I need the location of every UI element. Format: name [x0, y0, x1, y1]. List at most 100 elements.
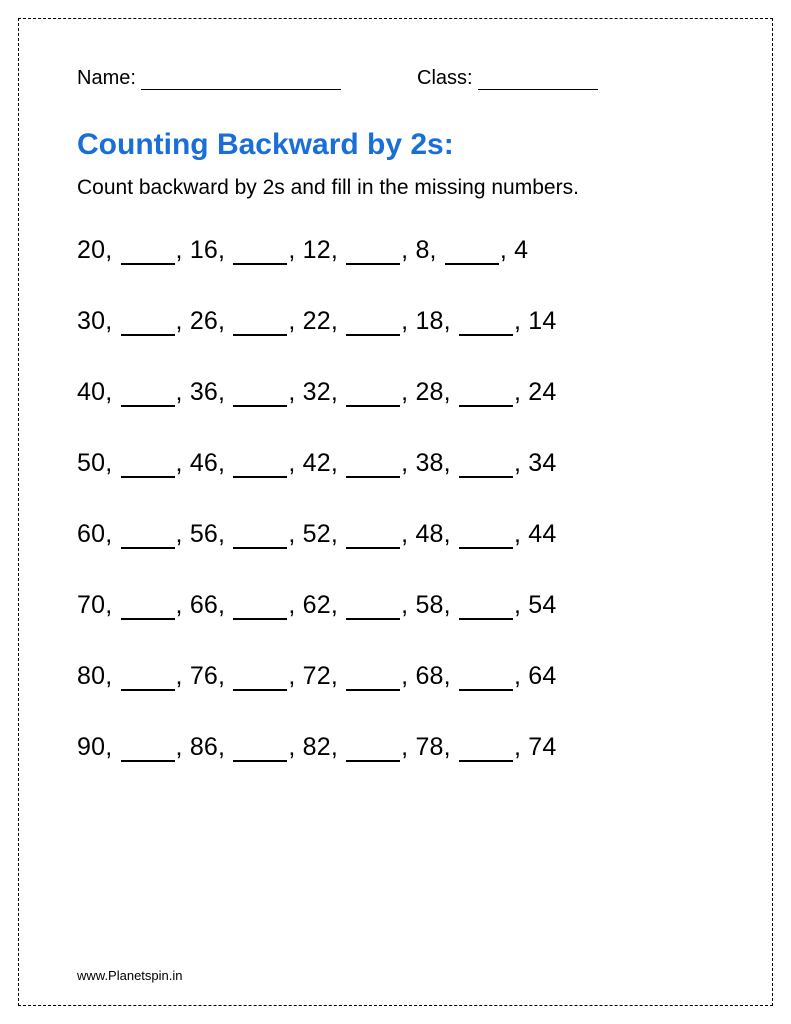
blank-input[interactable]	[121, 454, 175, 478]
blank-input[interactable]	[121, 667, 175, 691]
sequence-number: 64	[528, 662, 556, 690]
sequence-number: 14	[528, 307, 556, 335]
blank-input[interactable]	[233, 454, 287, 478]
sequence-number: 58	[415, 591, 443, 619]
blank-input[interactable]	[459, 596, 513, 620]
sequence-row: 90, , 86, , 82, , 78, , 74	[77, 733, 714, 762]
separator: ,	[401, 662, 415, 690]
blank-input[interactable]	[233, 596, 287, 620]
sequence-number: 54	[528, 591, 556, 619]
separator: ,	[176, 236, 190, 264]
sequence-number: 38	[415, 449, 443, 477]
separator: ,	[401, 449, 415, 477]
name-field: Name:	[77, 67, 341, 90]
separator: ,	[288, 591, 302, 619]
blank-input[interactable]	[459, 454, 513, 478]
separator: ,	[218, 449, 232, 477]
blank-input[interactable]	[346, 241, 400, 265]
sequence-number: 56	[190, 520, 218, 548]
sequence-number: 80	[77, 662, 105, 690]
separator: ,	[218, 236, 232, 264]
header-row: Name: Class:	[77, 67, 714, 90]
blank-input[interactable]	[121, 738, 175, 762]
blank-input[interactable]	[233, 667, 287, 691]
blank-input[interactable]	[445, 241, 499, 265]
separator: ,	[401, 591, 415, 619]
separator: ,	[514, 520, 528, 548]
sequence-row: 70, , 66, , 62, , 58, , 54	[77, 591, 714, 620]
blank-input[interactable]	[346, 525, 400, 549]
sequence-number: 30	[77, 307, 105, 335]
class-input-line[interactable]	[478, 68, 598, 90]
separator: ,	[105, 520, 119, 548]
sequence-number: 40	[77, 378, 105, 406]
blank-input[interactable]	[459, 312, 513, 336]
separator: ,	[514, 307, 528, 335]
sequence-number: 48	[415, 520, 443, 548]
sequence-number: 60	[77, 520, 105, 548]
sequence-number: 20	[77, 236, 105, 264]
separator: ,	[331, 520, 345, 548]
blank-input[interactable]	[459, 383, 513, 407]
separator: ,	[444, 449, 458, 477]
blank-input[interactable]	[459, 667, 513, 691]
blank-input[interactable]	[121, 596, 175, 620]
blank-input[interactable]	[233, 312, 287, 336]
blank-input[interactable]	[121, 241, 175, 265]
blank-input[interactable]	[346, 383, 400, 407]
blank-input[interactable]	[121, 383, 175, 407]
separator: ,	[218, 520, 232, 548]
separator: ,	[288, 307, 302, 335]
sequence-number: 4	[514, 236, 528, 264]
sequence-row: 60, , 56, , 52, , 48, , 44	[77, 520, 714, 549]
name-label: Name:	[77, 67, 136, 89]
sequence-number: 50	[77, 449, 105, 477]
blank-input[interactable]	[346, 596, 400, 620]
worksheet-frame: Name: Class: Counting Backward by 2s: Co…	[18, 18, 773, 1006]
sequence-number: 36	[190, 378, 218, 406]
separator: ,	[105, 591, 119, 619]
footer-credit: www.Planetspin.in	[77, 968, 183, 983]
sequence-number: 32	[303, 378, 331, 406]
sequence-number: 12	[303, 236, 331, 264]
separator: ,	[444, 378, 458, 406]
blank-input[interactable]	[459, 738, 513, 762]
sequence-number: 70	[77, 591, 105, 619]
blank-input[interactable]	[346, 454, 400, 478]
separator: ,	[176, 378, 190, 406]
separator: ,	[105, 449, 119, 477]
separator: ,	[401, 378, 415, 406]
blank-input[interactable]	[233, 525, 287, 549]
sequence-number: 16	[190, 236, 218, 264]
separator: ,	[514, 662, 528, 690]
sequence-rows: 20, , 16, , 12, , 8, , 430, , 26, , 22, …	[77, 236, 714, 762]
sequence-number: 46	[190, 449, 218, 477]
sequence-number: 90	[77, 733, 105, 761]
separator: ,	[288, 520, 302, 548]
name-input-line[interactable]	[141, 68, 341, 90]
blank-input[interactable]	[459, 525, 513, 549]
separator: ,	[105, 236, 119, 264]
sequence-number: 34	[528, 449, 556, 477]
sequence-row: 40, , 36, , 32, , 28, , 24	[77, 378, 714, 407]
separator: ,	[444, 591, 458, 619]
separator: ,	[514, 449, 528, 477]
blank-input[interactable]	[121, 525, 175, 549]
blank-input[interactable]	[346, 738, 400, 762]
separator: ,	[331, 733, 345, 761]
separator: ,	[331, 236, 345, 264]
separator: ,	[218, 307, 232, 335]
separator: ,	[288, 733, 302, 761]
blank-input[interactable]	[121, 312, 175, 336]
blank-input[interactable]	[346, 667, 400, 691]
blank-input[interactable]	[346, 312, 400, 336]
separator: ,	[514, 591, 528, 619]
separator: ,	[218, 662, 232, 690]
sequence-number: 72	[303, 662, 331, 690]
blank-input[interactable]	[233, 383, 287, 407]
separator: ,	[288, 378, 302, 406]
class-field: Class:	[417, 67, 598, 90]
blank-input[interactable]	[233, 241, 287, 265]
separator: ,	[444, 733, 458, 761]
blank-input[interactable]	[233, 738, 287, 762]
